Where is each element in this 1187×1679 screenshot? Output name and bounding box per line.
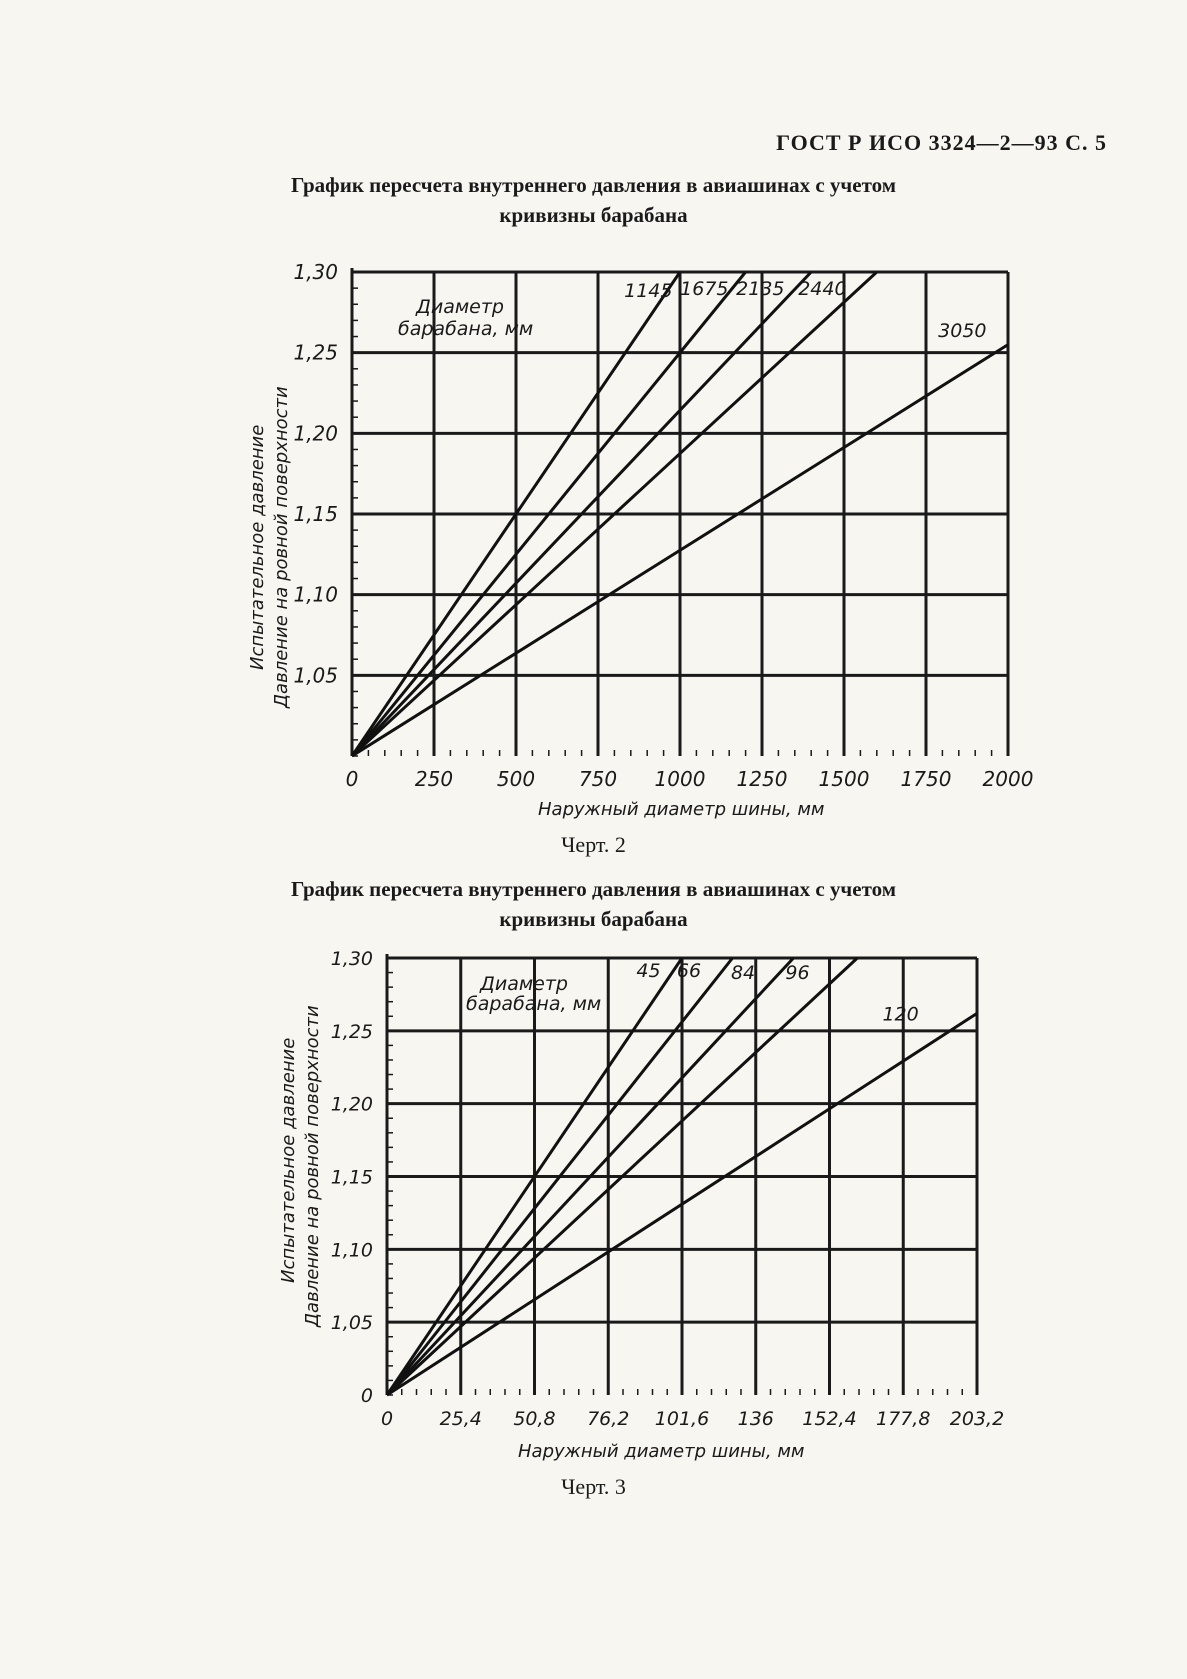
series-line-45 — [385, 957, 684, 1396]
series-line-2135 — [350, 270, 813, 758]
series-line-66 — [385, 957, 734, 1396]
chart-1-caption: Черт. 2 — [561, 832, 626, 857]
y-tick-label: 1,25 — [293, 341, 338, 365]
x-tick-label: 152,4 — [802, 1408, 856, 1430]
chart-1-x-ticks: 0 250 500 750 1000 1250 1500 1750 2000 — [346, 767, 1034, 791]
x-tick-label: 76,2 — [587, 1408, 629, 1430]
series-label-2440: 2440 — [798, 278, 846, 300]
chart-1-y-axis-label-line2: Давление на ровной поверхности — [271, 386, 292, 709]
chart-2-title: График пересчета внутреннего давления в … — [0, 874, 1187, 934]
series-label-3050: 3050 — [938, 320, 986, 342]
chart-1-y-axis-label-line1: Испытательное давление — [247, 425, 268, 670]
chart-2-y-axis-label-line1: Испытательное давление — [278, 1038, 299, 1283]
series-line-2440 — [350, 270, 878, 758]
x-tick-label: 177,8 — [876, 1408, 930, 1430]
x-tick-label: 101,6 — [655, 1408, 709, 1430]
y-tick-label: 0 — [361, 1385, 373, 1407]
chart-1-title: График пересчета внутреннего давления в … — [0, 170, 1187, 230]
y-tick-label: 1,15 — [331, 1167, 373, 1189]
x-tick-label: 136 — [738, 1408, 774, 1430]
x-tick-label: 1750 — [901, 767, 952, 791]
chart-2-y-axis-label-line2: Давление на ровной поверхности — [302, 1005, 323, 1328]
chart-2-x-axis-label: Наружный диаметр шины, мм — [518, 1441, 804, 1462]
series-line-3050 — [351, 343, 1009, 758]
x-tick-label: 0 — [346, 767, 359, 791]
x-tick-label: 500 — [497, 767, 535, 791]
x-tick-label: 203,2 — [950, 1408, 1004, 1430]
chart-2-caption: Черт. 3 — [561, 1474, 626, 1499]
y-tick-label: 1,20 — [331, 1094, 373, 1116]
x-tick-label: 1250 — [737, 767, 788, 791]
document-header-code: ГОСТ Р ИСО 3324—2—93 С. 5 — [776, 130, 1107, 155]
y-tick-label: 1,05 — [331, 1312, 373, 1334]
y-tick-label: 1,10 — [293, 583, 338, 607]
series-label-2135: 2135 — [736, 278, 784, 300]
series-line-96 — [385, 956, 859, 1397]
y-tick-label: 1,05 — [293, 663, 338, 687]
x-tick-label: 1500 — [819, 767, 870, 791]
chart-2-y-ticks: 0 1,05 1,10 1,15 1,20 1,25 1,30 — [331, 948, 373, 1407]
series-label-66: 66 — [677, 960, 701, 982]
y-tick-label: 1,25 — [331, 1021, 373, 1043]
chart-2-series — [385, 956, 978, 1397]
chart-1-legend-title-line2: барабана, мм — [398, 318, 533, 340]
chart-1-series — [350, 270, 1009, 758]
y-tick-label: 1,10 — [331, 1239, 373, 1261]
x-tick-label: 25,4 — [440, 1408, 482, 1430]
x-tick-label: 250 — [415, 767, 453, 791]
x-tick-label: 1000 — [655, 767, 706, 791]
chart-1-legend-title-line1: Диаметр — [415, 296, 504, 318]
series-line-84 — [385, 956, 795, 1397]
chart-1-title-line1: График пересчета внутреннего давления в … — [290, 173, 897, 197]
chart-1-series-labels: 1145 1675 2135 2440 3050 — [624, 278, 986, 342]
chart-2-legend-title-line2: барабана, мм — [466, 993, 601, 1015]
series-label-1145: 1145 — [624, 280, 672, 302]
series-label-84: 84 — [731, 962, 755, 984]
chart-2-grid — [385, 954, 979, 1396]
y-tick-label: 1,30 — [293, 260, 338, 284]
series-label-1675: 1675 — [680, 278, 728, 300]
series-label-96: 96 — [785, 962, 809, 984]
chart-2-x-ticks: 0 25,4 50,8 76,2 101,6 136 152,4 177,8 203,2 — [381, 1408, 1004, 1430]
series-line-120 — [386, 1012, 978, 1397]
chart-1-x-axis-label: Наружный диаметр шины, мм — [538, 799, 824, 820]
chart-2-title-line2: кривизны барабана — [499, 907, 688, 931]
y-tick-label: 1,20 — [293, 421, 338, 445]
chart-2-legend-title-line1: Диаметр — [479, 973, 568, 995]
x-tick-label: 750 — [579, 767, 617, 791]
chart-1-title-line2: кривизны барабана — [499, 203, 688, 227]
y-tick-label: 1,30 — [331, 948, 373, 970]
x-tick-label: 0 — [381, 1408, 393, 1430]
y-tick-label: 1,15 — [293, 502, 338, 526]
x-tick-label: 2000 — [983, 767, 1034, 791]
series-line-1675 — [350, 271, 747, 757]
series-line-1145 — [350, 271, 682, 757]
chart-1-y-ticks: 1,05 1,10 1,15 1,20 1,25 1,30 — [293, 260, 338, 687]
series-label-45: 45 — [636, 960, 660, 982]
x-tick-label: 50,8 — [513, 1408, 555, 1430]
chart-2-title-line1: График пересчета внутреннего давления в … — [290, 877, 897, 901]
series-label-120: 120 — [882, 1004, 918, 1026]
chart-2-series-labels: 45 66 84 96 120 — [636, 960, 918, 1026]
